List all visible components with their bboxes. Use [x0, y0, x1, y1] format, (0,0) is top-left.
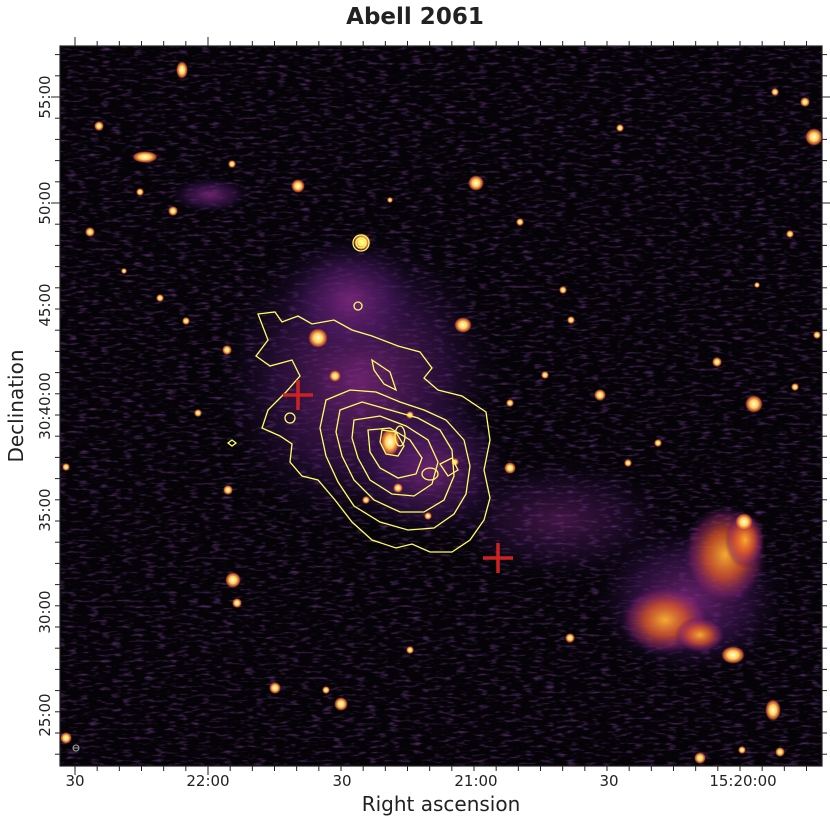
plot-frame [59, 45, 823, 767]
y-tick-label: 50:00 [36, 181, 54, 224]
y-tick-label: 25:00 [36, 693, 54, 736]
x-tick-label: 22:00 [186, 772, 229, 790]
xray-contours [226, 234, 491, 553]
cross-marker-northeast [283, 380, 313, 410]
x-tick-label: 15:20:00 [709, 772, 776, 790]
figure-title: Abell 2061 [346, 4, 484, 30]
y-tick-label: 55:00 [36, 75, 54, 118]
y-axis-label: Declination [4, 349, 28, 463]
compact-sources [60, 61, 822, 764]
cross-markers [283, 380, 513, 573]
y-tick-label: 30:40:00 [36, 372, 54, 439]
y-tick-label: 45:00 [36, 283, 54, 326]
x-axis-label: Right ascension [361, 792, 521, 816]
cross-marker-southwest [483, 543, 513, 573]
x-tick-labels: 30 22:00 30 21:00 30 15:20:00 [65, 772, 776, 790]
y-tick-label: 30:00 [36, 590, 54, 633]
axis-ticks [51, 37, 830, 775]
x-tick-label: 21:00 [454, 772, 497, 790]
x-tick-label: 30 [65, 772, 84, 790]
x-tick-label: 30 [599, 772, 618, 790]
radio-image [60, 46, 822, 766]
y-tick-labels: 55:00 50:00 45:00 30:40:00 35:00 30:00 25:00 [36, 75, 54, 736]
x-tick-label: 30 [332, 772, 351, 790]
y-tick-label: 35:00 [36, 488, 54, 531]
